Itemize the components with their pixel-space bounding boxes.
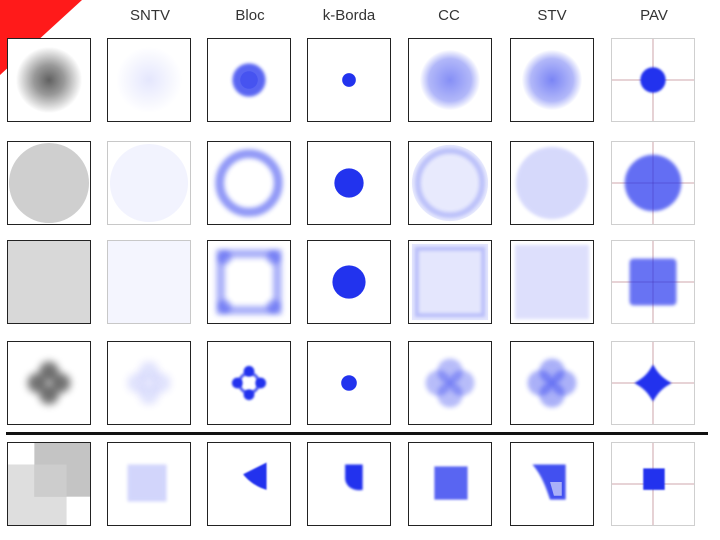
header-pav: PAV [640, 7, 668, 24]
cell-square-bloc [207, 240, 291, 324]
cell-quadrants-pav [611, 442, 695, 526]
cell-four-blobs-sntv [107, 341, 191, 425]
cell-four-blobs-k-borda [307, 341, 391, 425]
section-divider [6, 432, 708, 435]
cell-disc-cc [408, 141, 492, 225]
cell-gaussian-k-borda [307, 38, 391, 122]
cell-disc-k-borda [307, 141, 391, 225]
cell-quadrants-k-borda [307, 442, 391, 526]
cell-gaussian-sntv [107, 38, 191, 122]
cell-gaussian-cc [408, 38, 492, 122]
cell-square-cc [408, 240, 492, 324]
cell-square-stv [510, 240, 594, 324]
cell-disc-input [7, 141, 91, 225]
cell-square-k-borda [307, 240, 391, 324]
cell-four-blobs-input [7, 341, 91, 425]
header-sntv: SNTV [129, 7, 171, 24]
cell-quadrants-stv [510, 442, 594, 526]
cell-disc-sntv [107, 141, 191, 225]
cell-quadrants-cc [408, 442, 492, 526]
cell-square-pav [611, 240, 695, 324]
cell-disc-bloc [207, 141, 291, 225]
cell-square-sntv [107, 240, 191, 324]
cell-four-blobs-bloc [207, 341, 291, 425]
cell-gaussian-stv [510, 38, 594, 122]
cell-disc-pav [611, 141, 695, 225]
cell-disc-stv [510, 141, 594, 225]
cell-four-blobs-pav [611, 341, 695, 425]
cell-gaussian-bloc [207, 38, 291, 122]
header-stv: STV [537, 7, 567, 24]
cell-quadrants-bloc [207, 442, 291, 526]
cell-four-blobs-stv [510, 341, 594, 425]
cell-square-input [7, 240, 91, 324]
cell-quadrants-input [7, 442, 91, 526]
header-bloc: Bloc [235, 7, 265, 24]
cell-gaussian-input [7, 38, 91, 122]
cell-quadrants-sntv [107, 442, 191, 526]
cell-gaussian-pav [611, 38, 695, 122]
cell-four-blobs-cc [408, 341, 492, 425]
header-cc: CC [438, 7, 460, 24]
header-k-borda: k-Borda [322, 7, 376, 24]
